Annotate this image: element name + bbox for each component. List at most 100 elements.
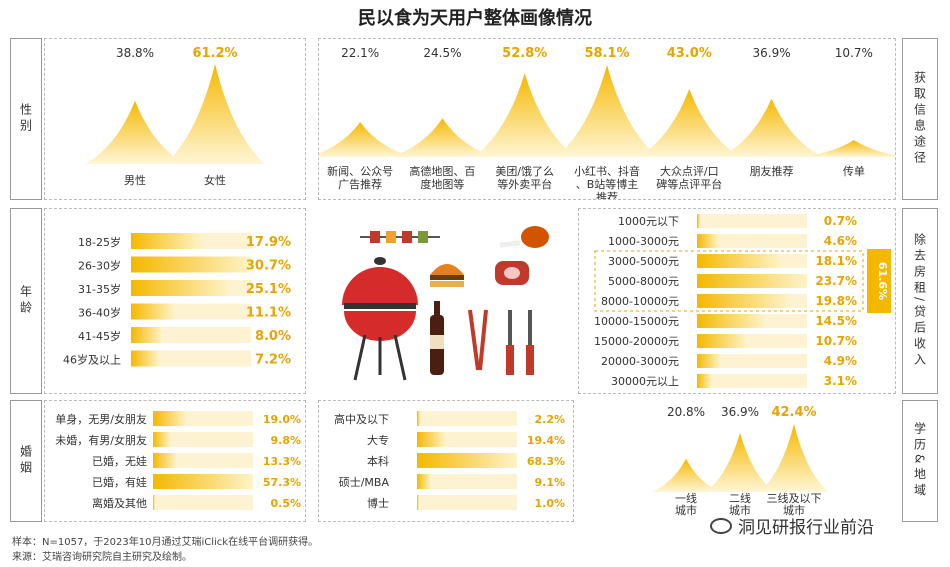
category-label: 小红书、抖音 [574, 164, 640, 178]
peak-mark [652, 458, 720, 492]
bar-mark [697, 374, 712, 388]
side-label-info: 获取信息途径 [902, 38, 938, 200]
gender-chart: 38.8% 男性 61.2% 女性 [85, 46, 265, 187]
side-label-gender: 性别 [10, 38, 42, 200]
category-label: 广告推荐 [338, 177, 382, 191]
value-label: 10.7% [835, 46, 873, 60]
bar-track [417, 474, 517, 489]
value-label: 1.0% [534, 497, 565, 510]
category-label: 新闻、公众号 [327, 164, 393, 178]
bar-mark [417, 453, 517, 468]
bar-mark [153, 495, 155, 510]
value-label: 19.4% [527, 434, 565, 447]
grill-food-icon [342, 226, 549, 381]
education-chart: 高中及以下 2.2% 大专 19.4% 本科 68.3% 硕士/MBA 9.1% 博士 1.0% [334, 411, 565, 510]
side-label-income: 除去房租/贷后收入 [902, 208, 938, 394]
category-label: 已婚，无娃 [92, 454, 147, 468]
value-label: 19.8% [815, 294, 857, 308]
bar-track [697, 374, 807, 388]
bar-mark [697, 354, 720, 368]
bracket-frame [594, 250, 864, 312]
value-label: 68.3% [527, 455, 565, 468]
value-label: 13.3% [263, 455, 301, 468]
value-label: 18.1% [815, 254, 857, 268]
category-label: 三线及以下 [767, 491, 822, 505]
value-label: 24.5% [423, 46, 461, 60]
category-label: 硕士/MBA [339, 476, 390, 489]
value-label: 17.9% [246, 235, 291, 250]
city-panel: 20.8% 一线 城市 36.9% 二线 城市 42.4% 三线及以下 城市 [578, 400, 896, 522]
value-label: 42.4% [771, 405, 816, 420]
category-label: 5000-8000元 [608, 275, 679, 288]
category-label: 城市 [783, 503, 805, 517]
bar-track [131, 350, 251, 367]
bar-mark [417, 432, 446, 447]
footer-sample: 样本：N=1057，于2023年10月通过艾瑞iClick在线平台调研获得。 [12, 537, 319, 548]
category-label: 10000-15000元 [594, 315, 679, 328]
bar-mark [697, 314, 765, 328]
peak-mark [760, 424, 828, 492]
value-label: 9.8% [270, 434, 301, 447]
category-label: 离婚及其他 [92, 496, 147, 510]
category-label: 未婚，有男/女朋友 [55, 433, 147, 447]
bar-mark [697, 234, 719, 248]
category-label: 传单 [843, 165, 865, 178]
peak-mark [309, 122, 412, 157]
watermark: 洞见研报行业前沿 [710, 513, 874, 538]
value-label: 43.0% [667, 46, 712, 61]
category-label: 18-25岁 [78, 235, 121, 249]
category-label: 46岁及以上 [63, 353, 121, 367]
value-label: 36.9% [721, 405, 759, 419]
marriage-chart: 单身，无男/女朋友 19.0% 未婚，有男/女朋友 9.8% 已婚，无娃 13.3% 已婚，… [55, 411, 301, 510]
category-label: 等外卖平台 [497, 177, 552, 191]
bar-mark [153, 432, 171, 447]
value-label: 36.9% [753, 46, 791, 60]
category-label: 3000-5000元 [608, 255, 679, 268]
category-label: 1000-3000元 [608, 235, 679, 248]
peak-mark [473, 73, 576, 157]
bar-track [417, 495, 517, 510]
bar-mark [131, 327, 163, 343]
peak-mark [638, 88, 741, 157]
category-label: 26-30岁 [78, 259, 121, 273]
category-label: 高中及以下 [334, 412, 389, 426]
bbq-illustration [330, 215, 565, 385]
category-label: 单身，无男/女朋友 [55, 412, 147, 426]
bar-mark [697, 214, 701, 228]
peak-mark [391, 118, 494, 157]
category-label: 朋友推荐 [750, 164, 794, 178]
bar-mark [131, 350, 160, 367]
category-label: 本科 [367, 454, 389, 468]
category-label: 41-45岁 [78, 329, 121, 343]
peak-mark [85, 100, 185, 164]
value-label: 38.8% [116, 46, 154, 60]
category-label: 度地图等 [420, 177, 464, 191]
bar-track [153, 495, 253, 510]
category-label: 20000-3000元 [601, 355, 679, 368]
bar-track [417, 411, 517, 426]
value-label: 25.1% [246, 282, 291, 297]
footer-source: 来源：艾瑞咨询研究院自主研究及绘制。 [12, 552, 192, 563]
category-label: 碑等点评平台 [656, 177, 722, 191]
category-label: 36-40岁 [78, 306, 121, 320]
bracket-tag [867, 249, 891, 313]
value-label: 7.2% [255, 353, 291, 368]
category-label: 大专 [367, 433, 389, 447]
bar-mark [417, 495, 419, 510]
category-label: 已婚，有娃 [92, 475, 147, 489]
bar-track [697, 214, 807, 228]
peak-mark [802, 140, 905, 157]
value-label: 23.7% [815, 274, 857, 288]
bar-mark [417, 411, 421, 426]
value-label: 61.2% [192, 46, 237, 61]
side-label-age: 年龄 [10, 208, 42, 394]
value-label: 52.8% [502, 46, 547, 61]
bar-mark [131, 280, 230, 296]
peak-mark [720, 98, 823, 157]
peak-mark [555, 65, 659, 157]
value-label: 4.9% [824, 354, 857, 368]
value-label: 22.1% [341, 46, 379, 60]
value-label: 58.1% [584, 46, 629, 61]
peak-mark [706, 432, 774, 492]
